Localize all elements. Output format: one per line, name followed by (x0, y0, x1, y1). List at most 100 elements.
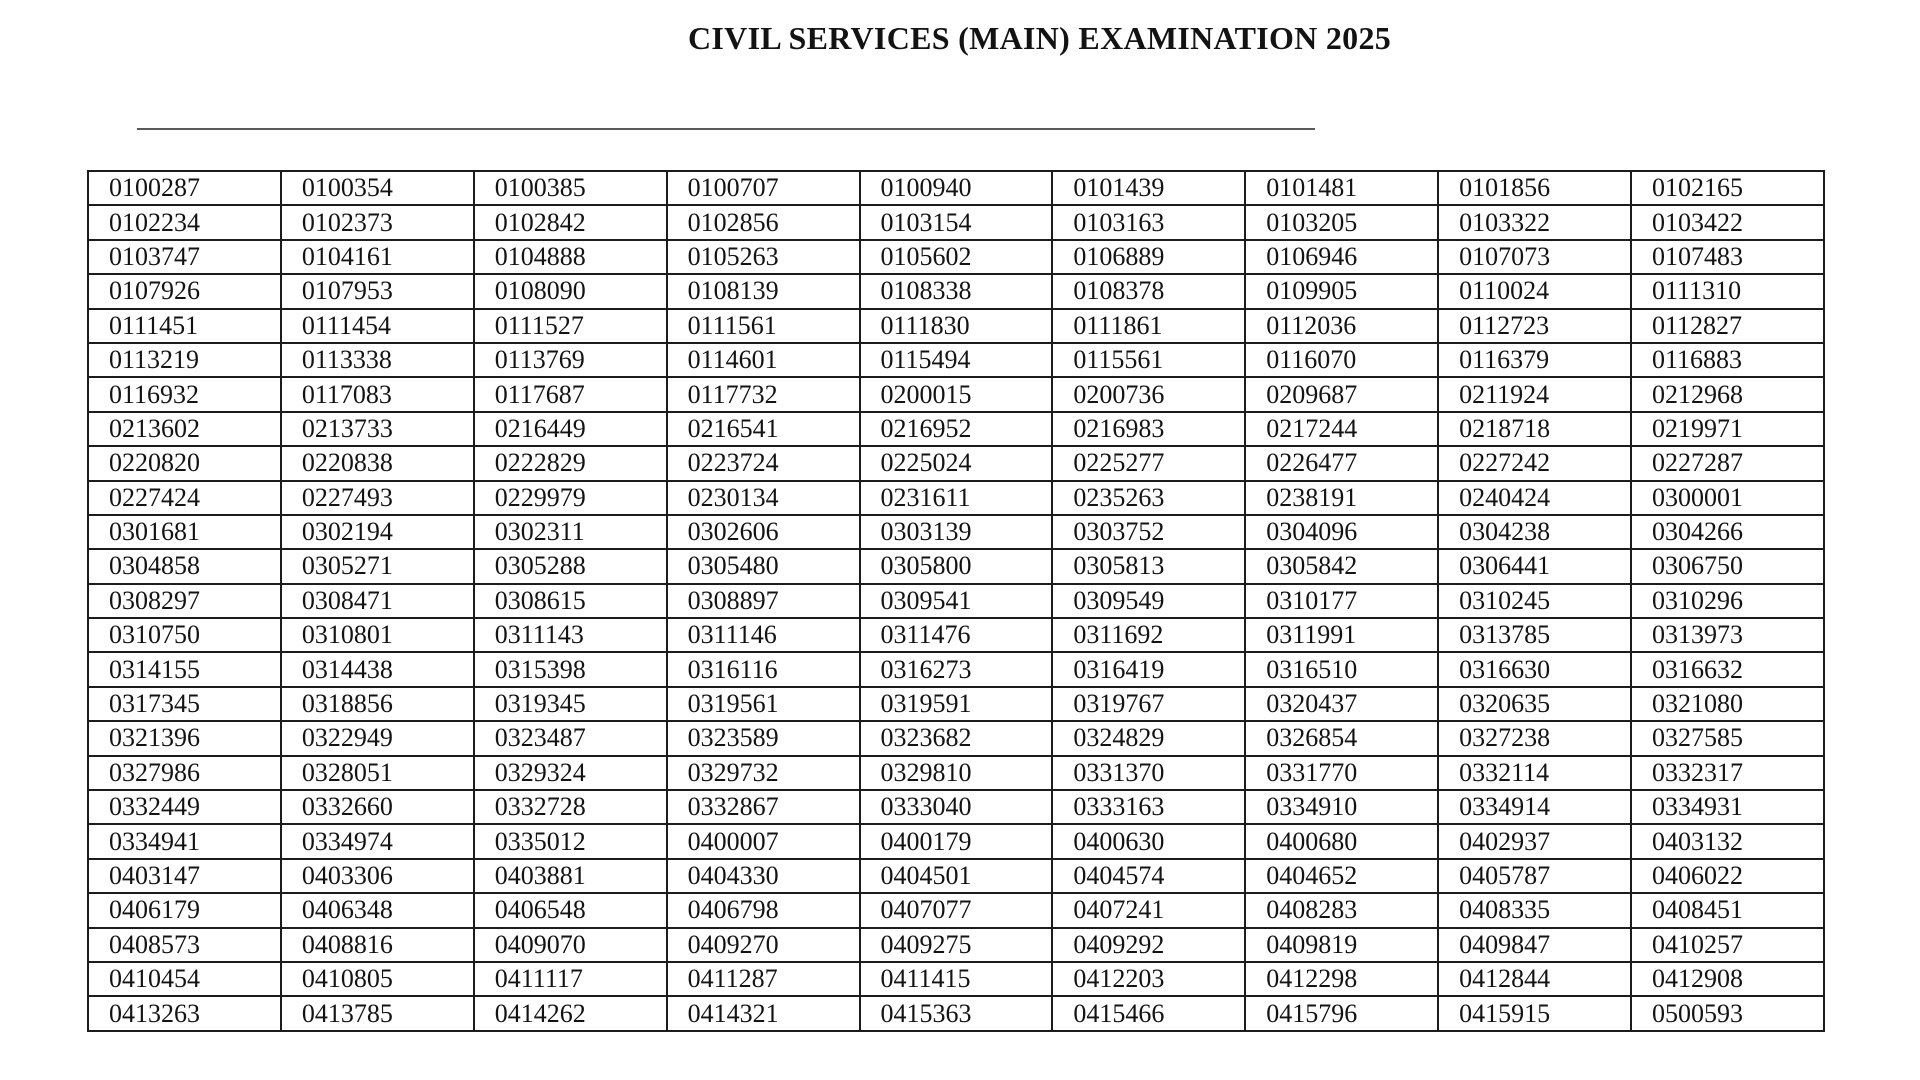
table-row: 0413263 0413785 0414262 0414321 0415363 04154… (87, 995, 1825, 1032)
roll-number-cell: 0220838 (279, 445, 475, 482)
roll-number-cell: 0111561 (665, 307, 861, 344)
table-row: 0213602 0213733 0216449 0216541 0216952 02169… (87, 410, 1825, 448)
roll-number-cell: 0302311 (472, 513, 668, 551)
roll-number-cell: 0404652 (1244, 857, 1440, 895)
table-row: 0116932 0117083 0117687 0117732 0200015 02007… (87, 376, 1825, 413)
roll-number-cell: 0403881 (472, 857, 668, 895)
table-row: 0321396 0322949 0323487 0323589 0323682 03248… (87, 720, 1825, 757)
roll-number-cell: 0102373 (279, 204, 475, 241)
roll-number-cell: 0404501 (858, 857, 1054, 895)
roll-number-cell: 0216449 (472, 410, 668, 448)
roll-number-cell: 0412203 (1051, 960, 1247, 998)
table-row: 0308297 0308471 0308615 0308897 0309541 03095… (87, 582, 1825, 620)
roll-number-cell: 0100707 (665, 169, 861, 207)
roll-number-cell: 0412908 (1630, 960, 1825, 998)
roll-number-cell: 0334910 (1244, 789, 1440, 826)
roll-number-cell: 0216541 (665, 410, 861, 448)
roll-number-cell: 0111454 (279, 307, 475, 344)
roll-number-cell: 0304858 (87, 548, 282, 585)
roll-number-cell: 0334931 (1630, 789, 1825, 826)
roll-number-cell: 0318856 (279, 685, 475, 723)
roll-number-cell: 0223724 (665, 445, 861, 482)
roll-number-cell: 0403132 (1630, 823, 1825, 860)
roll-number-cell: 0321396 (87, 720, 282, 757)
roll-number-cell: 0310296 (1630, 582, 1825, 620)
roll-number-cell: 0225277 (1051, 445, 1247, 482)
roll-number-cell: 0320437 (1244, 685, 1440, 723)
roll-number-cell: 0332728 (472, 789, 668, 826)
roll-number-cell: 0106946 (1244, 238, 1440, 276)
roll-number-cell: 0227242 (1437, 445, 1632, 482)
roll-number-cell: 0314438 (279, 651, 475, 688)
table-row: 0408573 0408816 0409070 0409270 0409275 04092… (87, 926, 1825, 963)
roll-number-cell: 0410805 (279, 960, 475, 998)
roll-number-cell: 0305800 (858, 548, 1054, 585)
roll-number-cell: 0108090 (472, 273, 668, 310)
roll-number-cell: 0400630 (1051, 823, 1247, 860)
roll-number-cell: 0415466 (1051, 995, 1247, 1032)
roll-number-cell: 0406022 (1630, 857, 1825, 895)
roll-number-cell: 0415363 (858, 995, 1054, 1032)
roll-number-cell: 0411415 (858, 960, 1054, 998)
roll-number-cell: 0116070 (1244, 341, 1440, 379)
table-row: 0410454 0410805 0411117 0411287 0411415 04122… (87, 960, 1825, 998)
roll-number-cell: 0333163 (1051, 789, 1247, 826)
roll-number-cell: 0329810 (858, 754, 1054, 792)
roll-number-cell: 0111310 (1630, 273, 1825, 310)
roll-number-cell: 0113219 (87, 341, 282, 379)
roll-number-cell: 0100940 (858, 169, 1054, 207)
roll-number-cell: 0407077 (858, 892, 1054, 929)
roll-number-cell: 0321080 (1630, 685, 1825, 723)
roll-number-cell: 0326854 (1244, 720, 1440, 757)
roll-number-cell: 0310177 (1244, 582, 1440, 620)
roll-number-cell: 0329732 (665, 754, 861, 792)
roll-number-cell: 0217244 (1244, 410, 1440, 448)
roll-number-cell: 0405787 (1437, 857, 1632, 895)
roll-number-cell: 0323682 (858, 720, 1054, 757)
roll-number-cell: 0108378 (1051, 273, 1247, 310)
roll-number-cell: 0211924 (1437, 376, 1632, 413)
table-row: 0102234 0102373 0102842 0102856 0103154 01031… (87, 204, 1825, 241)
roll-number-cell: 0102234 (87, 204, 282, 241)
roll-number-cell: 0306441 (1437, 548, 1632, 585)
roll-number-cell: 0216952 (858, 410, 1054, 448)
roll-number-cell: 0415915 (1437, 995, 1632, 1032)
roll-number-cell: 0311692 (1051, 617, 1247, 654)
roll-number-cell: 0240424 (1437, 479, 1632, 516)
roll-number-cell: 0314155 (87, 651, 282, 688)
roll-number-cell: 0116379 (1437, 341, 1632, 379)
roll-number-cell: 0116932 (87, 376, 282, 413)
roll-number-cell: 0117083 (279, 376, 475, 413)
roll-number-cell: 0238191 (1244, 479, 1440, 516)
roll-number-cell: 0309549 (1051, 582, 1247, 620)
roll-number-cell: 0109905 (1244, 273, 1440, 310)
roll-number-cell: 0116883 (1630, 341, 1825, 379)
roll-number-cell: 0235263 (1051, 479, 1247, 516)
roll-number-cell: 0227287 (1630, 445, 1825, 482)
roll-number-cell: 0308897 (665, 582, 861, 620)
roll-number-cell: 0220820 (87, 445, 282, 482)
roll-number-cell: 0411117 (472, 960, 668, 998)
roll-number-cell: 0115494 (858, 341, 1054, 379)
roll-number-cell: 0320635 (1437, 685, 1632, 723)
roll-number-cell: 0111527 (472, 307, 668, 344)
table-row: 0304858 0305271 0305288 0305480 0305800 03058… (87, 548, 1825, 585)
roll-number-cell: 0319591 (858, 685, 1054, 723)
roll-number-cell: 0410454 (87, 960, 282, 998)
table-row: 0406179 0406348 0406548 0406798 0407077 04072… (87, 892, 1825, 929)
roll-number-cell: 0406179 (87, 892, 282, 929)
roll-number-cell: 0227493 (279, 479, 475, 516)
roll-number-cell: 0108338 (858, 273, 1054, 310)
roll-number-cell: 0111451 (87, 307, 282, 344)
roll-number-cell: 0331770 (1244, 754, 1440, 792)
roll-number-cell: 0332114 (1437, 754, 1632, 792)
roll-number-cell: 0319767 (1051, 685, 1247, 723)
roll-number-cell: 0103163 (1051, 204, 1247, 241)
roll-number-cell: 0411287 (665, 960, 861, 998)
roll-number-cell: 0112827 (1630, 307, 1825, 344)
roll-number-cell: 0100385 (472, 169, 668, 207)
roll-number-cell: 0200736 (1051, 376, 1247, 413)
table-row: 0334941 0334974 0335012 0400007 0400179 04006… (87, 823, 1825, 860)
roll-number-cell: 0334974 (279, 823, 475, 860)
roll-number-cell: 0319345 (472, 685, 668, 723)
